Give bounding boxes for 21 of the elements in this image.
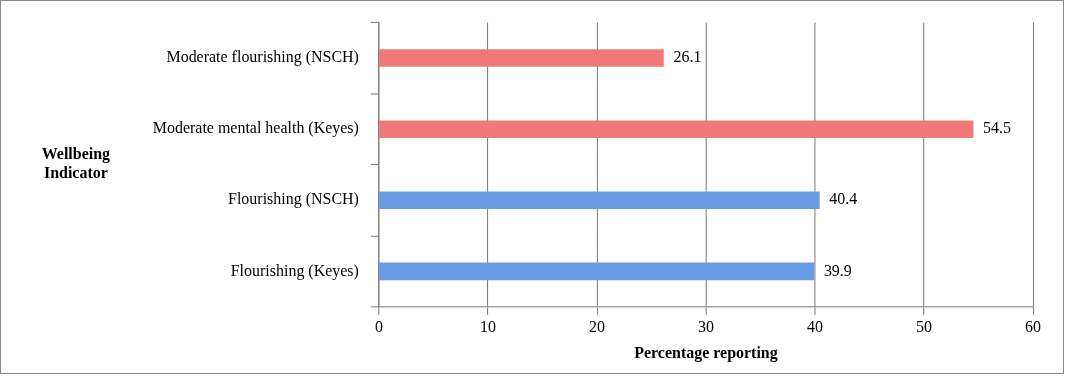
- x-tick-label: 0: [374, 317, 383, 335]
- y-tick-label: Moderate flourishing (NSCH): [166, 48, 359, 67]
- x-tick-label: 30: [697, 317, 714, 335]
- y-axis-title: Wellbeing Indicator: [41, 145, 111, 182]
- bar: [379, 191, 820, 210]
- bar: [379, 49, 664, 67]
- data-label: 54.5: [983, 119, 1012, 137]
- data-label: 39.9: [823, 261, 852, 279]
- x-tick-label: 40: [807, 317, 824, 335]
- bar: [379, 262, 815, 281]
- x-tick-label: 60: [1025, 317, 1042, 335]
- x-tick-label: 20: [588, 317, 605, 335]
- x-tick-label: 10: [479, 317, 496, 335]
- y-tick-label: Moderate mental health (Keyes): [152, 119, 359, 138]
- data-label: 26.1: [673, 48, 702, 66]
- y-tick-label: Flourishing (NSCH): [228, 190, 359, 209]
- x-axis-title: Percentage reporting: [634, 343, 778, 362]
- y-tick-label: Flourishing (Keyes): [230, 261, 359, 280]
- data-label: 40.4: [829, 190, 858, 208]
- bar: [379, 120, 974, 138]
- x-tick-label: 50: [916, 317, 933, 335]
